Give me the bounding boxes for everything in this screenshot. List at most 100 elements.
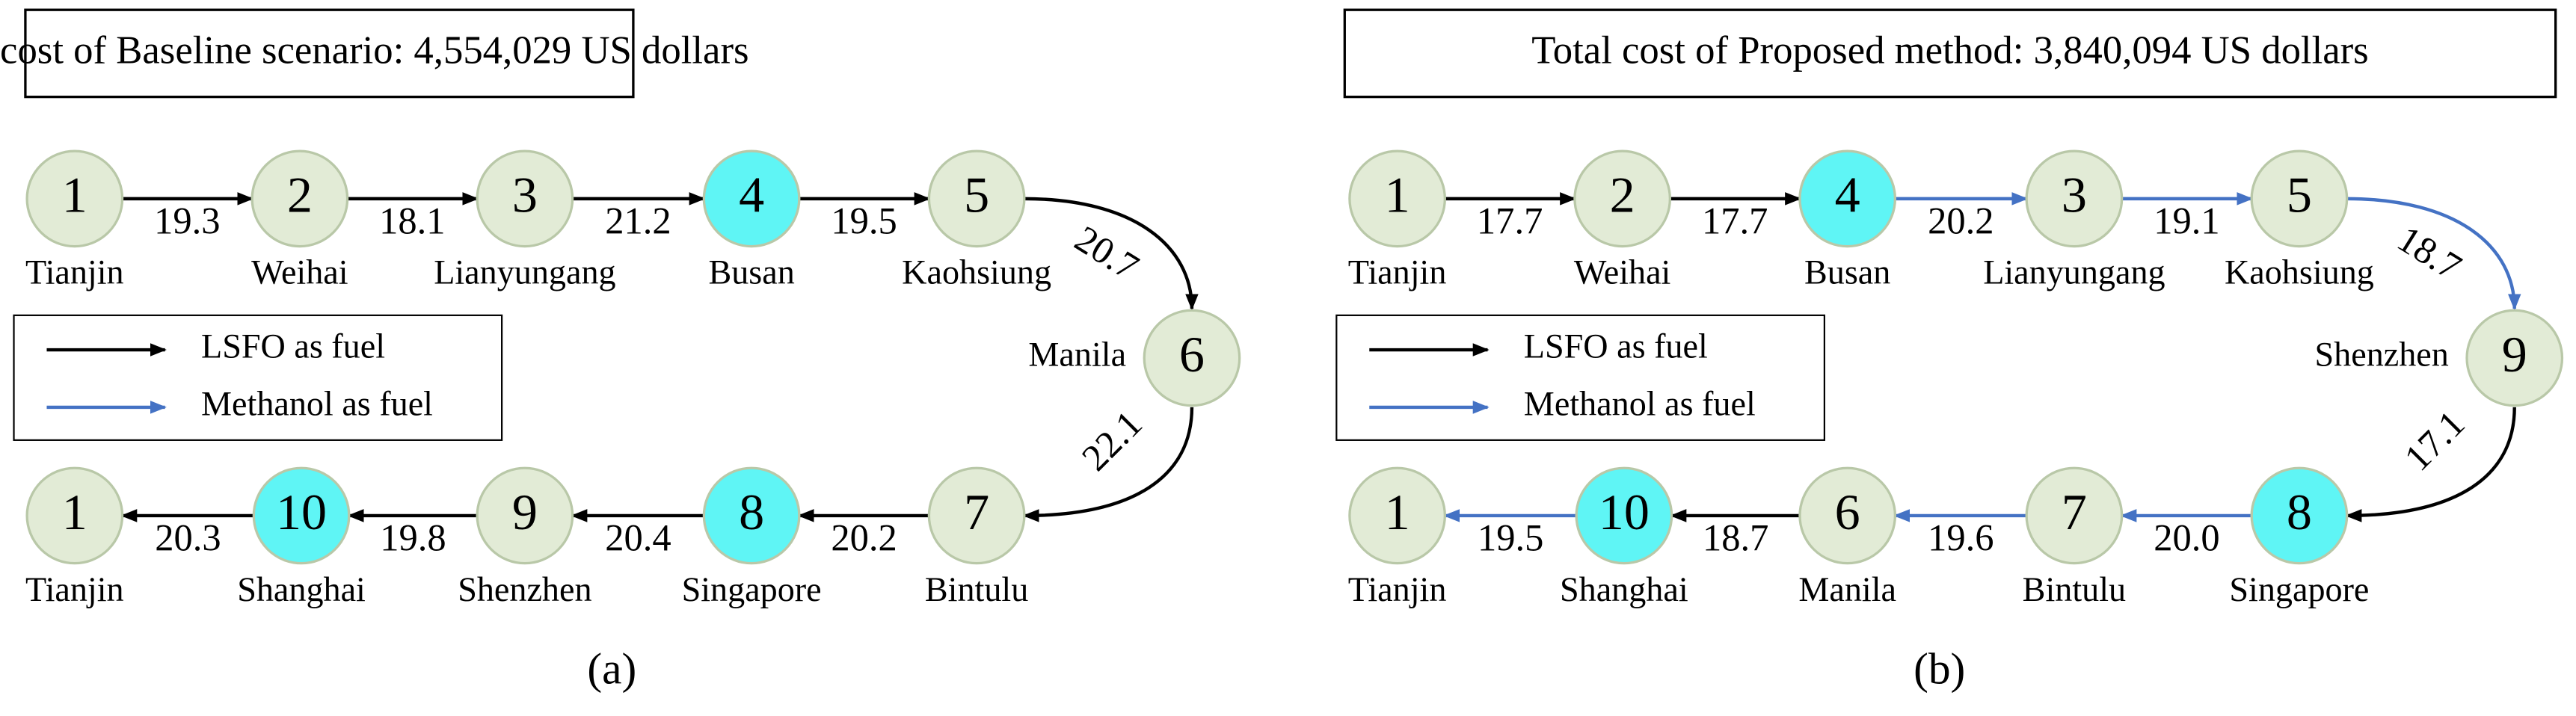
node-label: Lianyungang — [1983, 253, 2165, 291]
node-label: Tianjin — [25, 253, 124, 291]
edge-label: 19.5 — [1478, 517, 1543, 559]
edge-label: 18.1 — [379, 200, 445, 242]
edge-label: 18.7 — [1703, 517, 1768, 559]
node-label: Singapore — [2229, 570, 2369, 608]
port-node — [2250, 466, 2349, 565]
node-label: Manila — [1798, 570, 1896, 608]
node-number: 7 — [964, 484, 989, 540]
edge-label: 21.2 — [605, 200, 671, 242]
node-label: Shanghai — [237, 570, 366, 608]
node-number: 8 — [2287, 484, 2312, 540]
node-number: 9 — [2502, 326, 2527, 383]
edge-label: 19.6 — [1928, 517, 1994, 559]
node-label: Bintulu — [925, 570, 1028, 608]
port-node — [702, 466, 801, 565]
port-node — [1348, 466, 1446, 565]
port-node — [2465, 309, 2564, 407]
legend-label: LSFO as fuel — [1524, 327, 1708, 365]
node-number: 2 — [1610, 167, 1635, 223]
edge-label: 19.1 — [2154, 200, 2219, 242]
panel-caption: (b) — [1913, 644, 1965, 693]
title-box — [24, 8, 635, 99]
port-node — [250, 149, 349, 248]
port-node — [702, 149, 801, 248]
route-edge — [2346, 197, 2521, 311]
node-label: Busan — [708, 253, 794, 291]
port-node — [476, 149, 574, 248]
port-node — [1348, 149, 1446, 248]
node-number: 1 — [1385, 167, 1410, 223]
node-number: 4 — [739, 167, 764, 223]
port-node — [1143, 309, 1241, 407]
node-label: Bintulu — [2023, 570, 2126, 608]
edge-label: 17.1 — [2397, 402, 2473, 478]
node-number: 10 — [276, 484, 327, 540]
edge-label: 20.2 — [1928, 200, 1994, 242]
port-node — [252, 466, 351, 565]
node-number: 9 — [512, 484, 538, 540]
edge-label: 17.7 — [1477, 200, 1543, 242]
route-edge — [2345, 407, 2516, 522]
edge-label: 19.8 — [380, 517, 446, 559]
edge-label: 20.2 — [831, 517, 897, 559]
port-node — [2025, 466, 2124, 565]
node-number: 3 — [512, 167, 538, 223]
node-number: 6 — [1835, 484, 1860, 540]
node-number: 4 — [1835, 167, 1860, 223]
node-label: Shenzhen — [2315, 336, 2449, 374]
node-number: 10 — [1599, 484, 1650, 540]
node-label: Lianyungang — [434, 253, 615, 291]
node-label: Tianjin — [1348, 253, 1447, 291]
node-number: 8 — [739, 484, 764, 540]
route-edge — [1024, 197, 1199, 311]
edge-label: 19.5 — [831, 200, 897, 242]
node-number: 5 — [964, 167, 989, 223]
node-number: 6 — [1179, 326, 1205, 383]
node-label: Tianjin — [1348, 570, 1447, 608]
edge-label: 19.3 — [154, 200, 220, 242]
legend-box — [1335, 314, 1825, 441]
port-node — [25, 149, 124, 248]
node-label: Kaohsiung — [902, 253, 1051, 291]
port-node — [2250, 149, 2349, 248]
node-label: Weihai — [251, 253, 348, 291]
title: Total cost of Proposed method: 3,840,094… — [1531, 29, 2368, 72]
port-node — [476, 466, 574, 565]
port-node — [927, 149, 1026, 248]
node-number: 1 — [62, 484, 87, 540]
port-node — [927, 466, 1026, 565]
node-number: 7 — [2062, 484, 2087, 540]
edge-label: 20.3 — [155, 517, 221, 559]
node-number: 3 — [2062, 167, 2087, 223]
edge-label: 17.7 — [1702, 200, 1768, 242]
title: Total cost of Baseline scenario: 4,554,0… — [0, 29, 749, 72]
legend-label: Methanol as fuel — [1524, 385, 1756, 423]
edge-label: 18.7 — [2391, 217, 2469, 288]
node-number: 2 — [287, 167, 313, 223]
edge-label: 22.1 — [1074, 402, 1150, 478]
node-label: Manila — [1028, 336, 1126, 374]
node-label: Kaohsiung — [2225, 253, 2374, 291]
route-edge — [1022, 407, 1194, 522]
port-node — [2025, 149, 2124, 248]
legend-box — [13, 314, 503, 441]
node-label: Singapore — [682, 570, 822, 608]
edge-label: 20.0 — [2154, 517, 2219, 559]
port-node — [25, 466, 124, 565]
node-label: Shanghai — [1560, 570, 1688, 608]
legend-label: Methanol as fuel — [201, 385, 433, 423]
node-number: 1 — [1385, 484, 1410, 540]
panel-caption: (a) — [587, 644, 636, 693]
legend-label: LSFO as fuel — [201, 327, 385, 365]
port-node — [1573, 149, 1672, 248]
node-label: Tianjin — [25, 570, 124, 608]
port-node — [1575, 466, 1673, 565]
port-node — [1798, 149, 1897, 248]
edge-label: 20.4 — [605, 517, 671, 559]
node-number: 5 — [2287, 167, 2312, 223]
node-label: Weihai — [1574, 253, 1670, 291]
edge-label: 20.7 — [1068, 217, 1146, 288]
node-label: Busan — [1804, 253, 1890, 291]
title-box — [1343, 8, 2557, 99]
